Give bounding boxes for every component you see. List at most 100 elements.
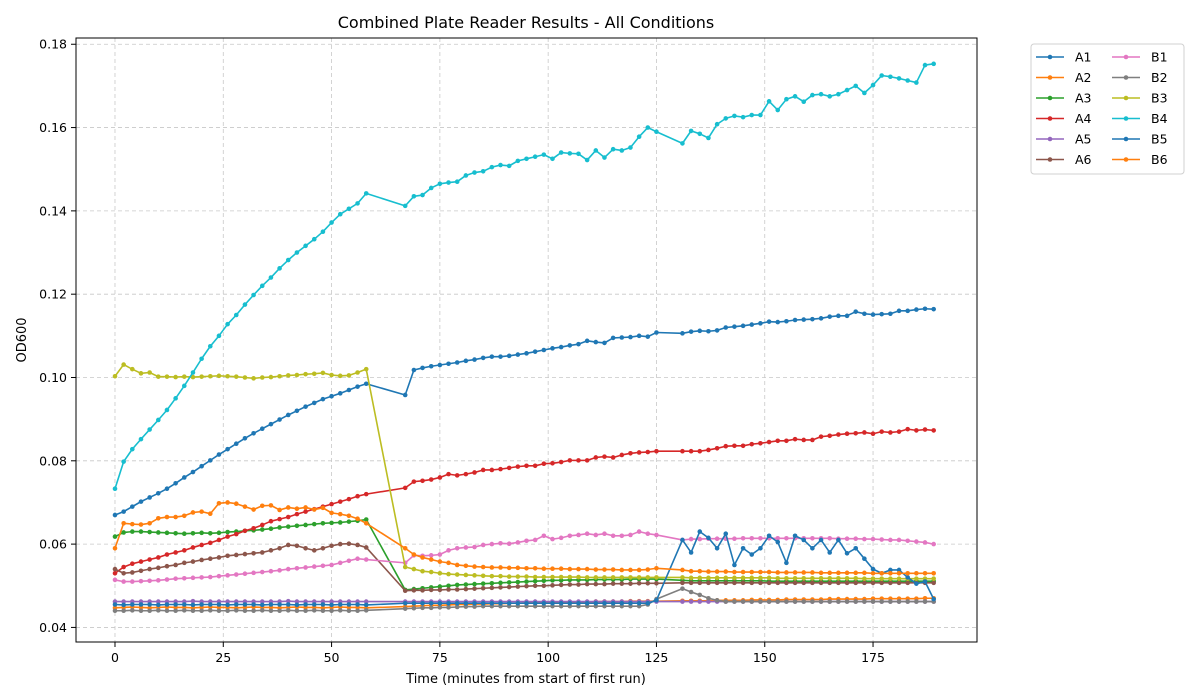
data-point bbox=[576, 600, 581, 606]
data-point bbox=[420, 192, 425, 198]
data-point bbox=[879, 73, 884, 78]
data-point bbox=[164, 563, 170, 569]
data-point bbox=[437, 570, 443, 576]
data-point bbox=[506, 574, 512, 579]
data-point bbox=[225, 500, 230, 505]
data-point bbox=[888, 570, 893, 576]
data-point bbox=[714, 575, 720, 581]
legend-item-b1: B1 bbox=[1112, 50, 1168, 65]
data-point bbox=[337, 511, 343, 517]
data-point bbox=[896, 576, 902, 581]
data-point bbox=[454, 604, 460, 610]
data-point bbox=[320, 505, 326, 511]
data-point bbox=[584, 458, 590, 463]
data-point bbox=[558, 535, 564, 541]
data-point bbox=[277, 545, 282, 551]
data-point bbox=[931, 576, 936, 581]
data-point bbox=[619, 567, 625, 573]
data-point bbox=[437, 475, 443, 480]
data-point bbox=[654, 565, 659, 571]
y-tick-label: 0.12 bbox=[39, 287, 67, 302]
data-point bbox=[506, 465, 512, 471]
legend-label: B1 bbox=[1151, 50, 1168, 65]
data-point bbox=[775, 319, 781, 325]
data-point bbox=[337, 391, 343, 396]
data-point bbox=[567, 343, 573, 348]
data-point bbox=[706, 575, 711, 581]
data-point bbox=[862, 599, 867, 604]
data-point bbox=[181, 475, 187, 480]
data-point bbox=[320, 608, 326, 614]
data-point bbox=[216, 555, 222, 560]
data-point bbox=[636, 529, 642, 534]
data-point bbox=[173, 608, 178, 614]
data-point bbox=[714, 545, 720, 551]
data-point bbox=[498, 466, 503, 472]
data-point bbox=[636, 575, 642, 580]
data-point bbox=[714, 536, 720, 541]
data-point bbox=[688, 568, 694, 574]
data-point bbox=[576, 151, 581, 157]
data-point bbox=[428, 553, 434, 558]
data-point bbox=[130, 521, 135, 527]
data-point bbox=[463, 582, 469, 587]
series-a4 bbox=[112, 426, 936, 576]
data-point bbox=[138, 499, 144, 504]
data-point bbox=[619, 335, 625, 340]
data-point bbox=[836, 537, 841, 543]
data-point bbox=[294, 250, 300, 255]
data-point bbox=[714, 569, 720, 574]
data-point bbox=[156, 578, 161, 583]
data-point bbox=[112, 545, 118, 551]
data-point bbox=[524, 463, 529, 469]
data-point bbox=[268, 503, 274, 508]
data-point bbox=[303, 243, 308, 249]
data-point bbox=[550, 583, 555, 588]
data-point bbox=[251, 507, 256, 512]
data-point bbox=[164, 514, 170, 520]
data-point bbox=[130, 529, 135, 534]
legend-marker-swatch bbox=[1123, 157, 1129, 162]
data-point bbox=[723, 575, 729, 581]
data-point bbox=[277, 568, 282, 573]
data-point bbox=[818, 575, 824, 581]
data-point bbox=[541, 583, 547, 589]
data-point bbox=[784, 599, 789, 604]
data-point bbox=[233, 602, 239, 607]
data-point bbox=[173, 550, 178, 555]
data-point bbox=[472, 357, 477, 362]
data-point bbox=[688, 575, 694, 581]
data-point bbox=[259, 527, 265, 532]
data-point bbox=[428, 557, 434, 562]
data-point bbox=[870, 570, 876, 576]
data-point bbox=[723, 116, 729, 121]
data-point bbox=[818, 91, 824, 97]
data-point bbox=[758, 441, 763, 446]
data-point bbox=[138, 608, 144, 614]
data-point bbox=[355, 542, 360, 548]
data-point bbox=[402, 545, 408, 551]
data-point bbox=[758, 575, 763, 581]
data-point bbox=[346, 513, 352, 519]
data-point bbox=[285, 608, 291, 613]
legend-label: A6 bbox=[1075, 152, 1092, 167]
data-point bbox=[567, 151, 573, 156]
legend-label: A5 bbox=[1075, 132, 1092, 147]
data-point bbox=[792, 533, 798, 539]
data-point bbox=[558, 459, 564, 465]
data-point bbox=[199, 374, 204, 379]
data-point bbox=[645, 449, 651, 455]
data-point bbox=[766, 439, 772, 445]
x-tick-label: 150 bbox=[753, 650, 777, 665]
data-point bbox=[277, 516, 282, 522]
data-point bbox=[558, 344, 564, 350]
data-point bbox=[506, 584, 512, 590]
data-point bbox=[329, 520, 334, 526]
data-point bbox=[931, 580, 936, 586]
data-point bbox=[810, 599, 815, 604]
data-point bbox=[268, 518, 274, 524]
data-point bbox=[853, 599, 859, 604]
data-point bbox=[550, 461, 555, 466]
data-point bbox=[593, 339, 599, 345]
data-point bbox=[329, 608, 334, 614]
